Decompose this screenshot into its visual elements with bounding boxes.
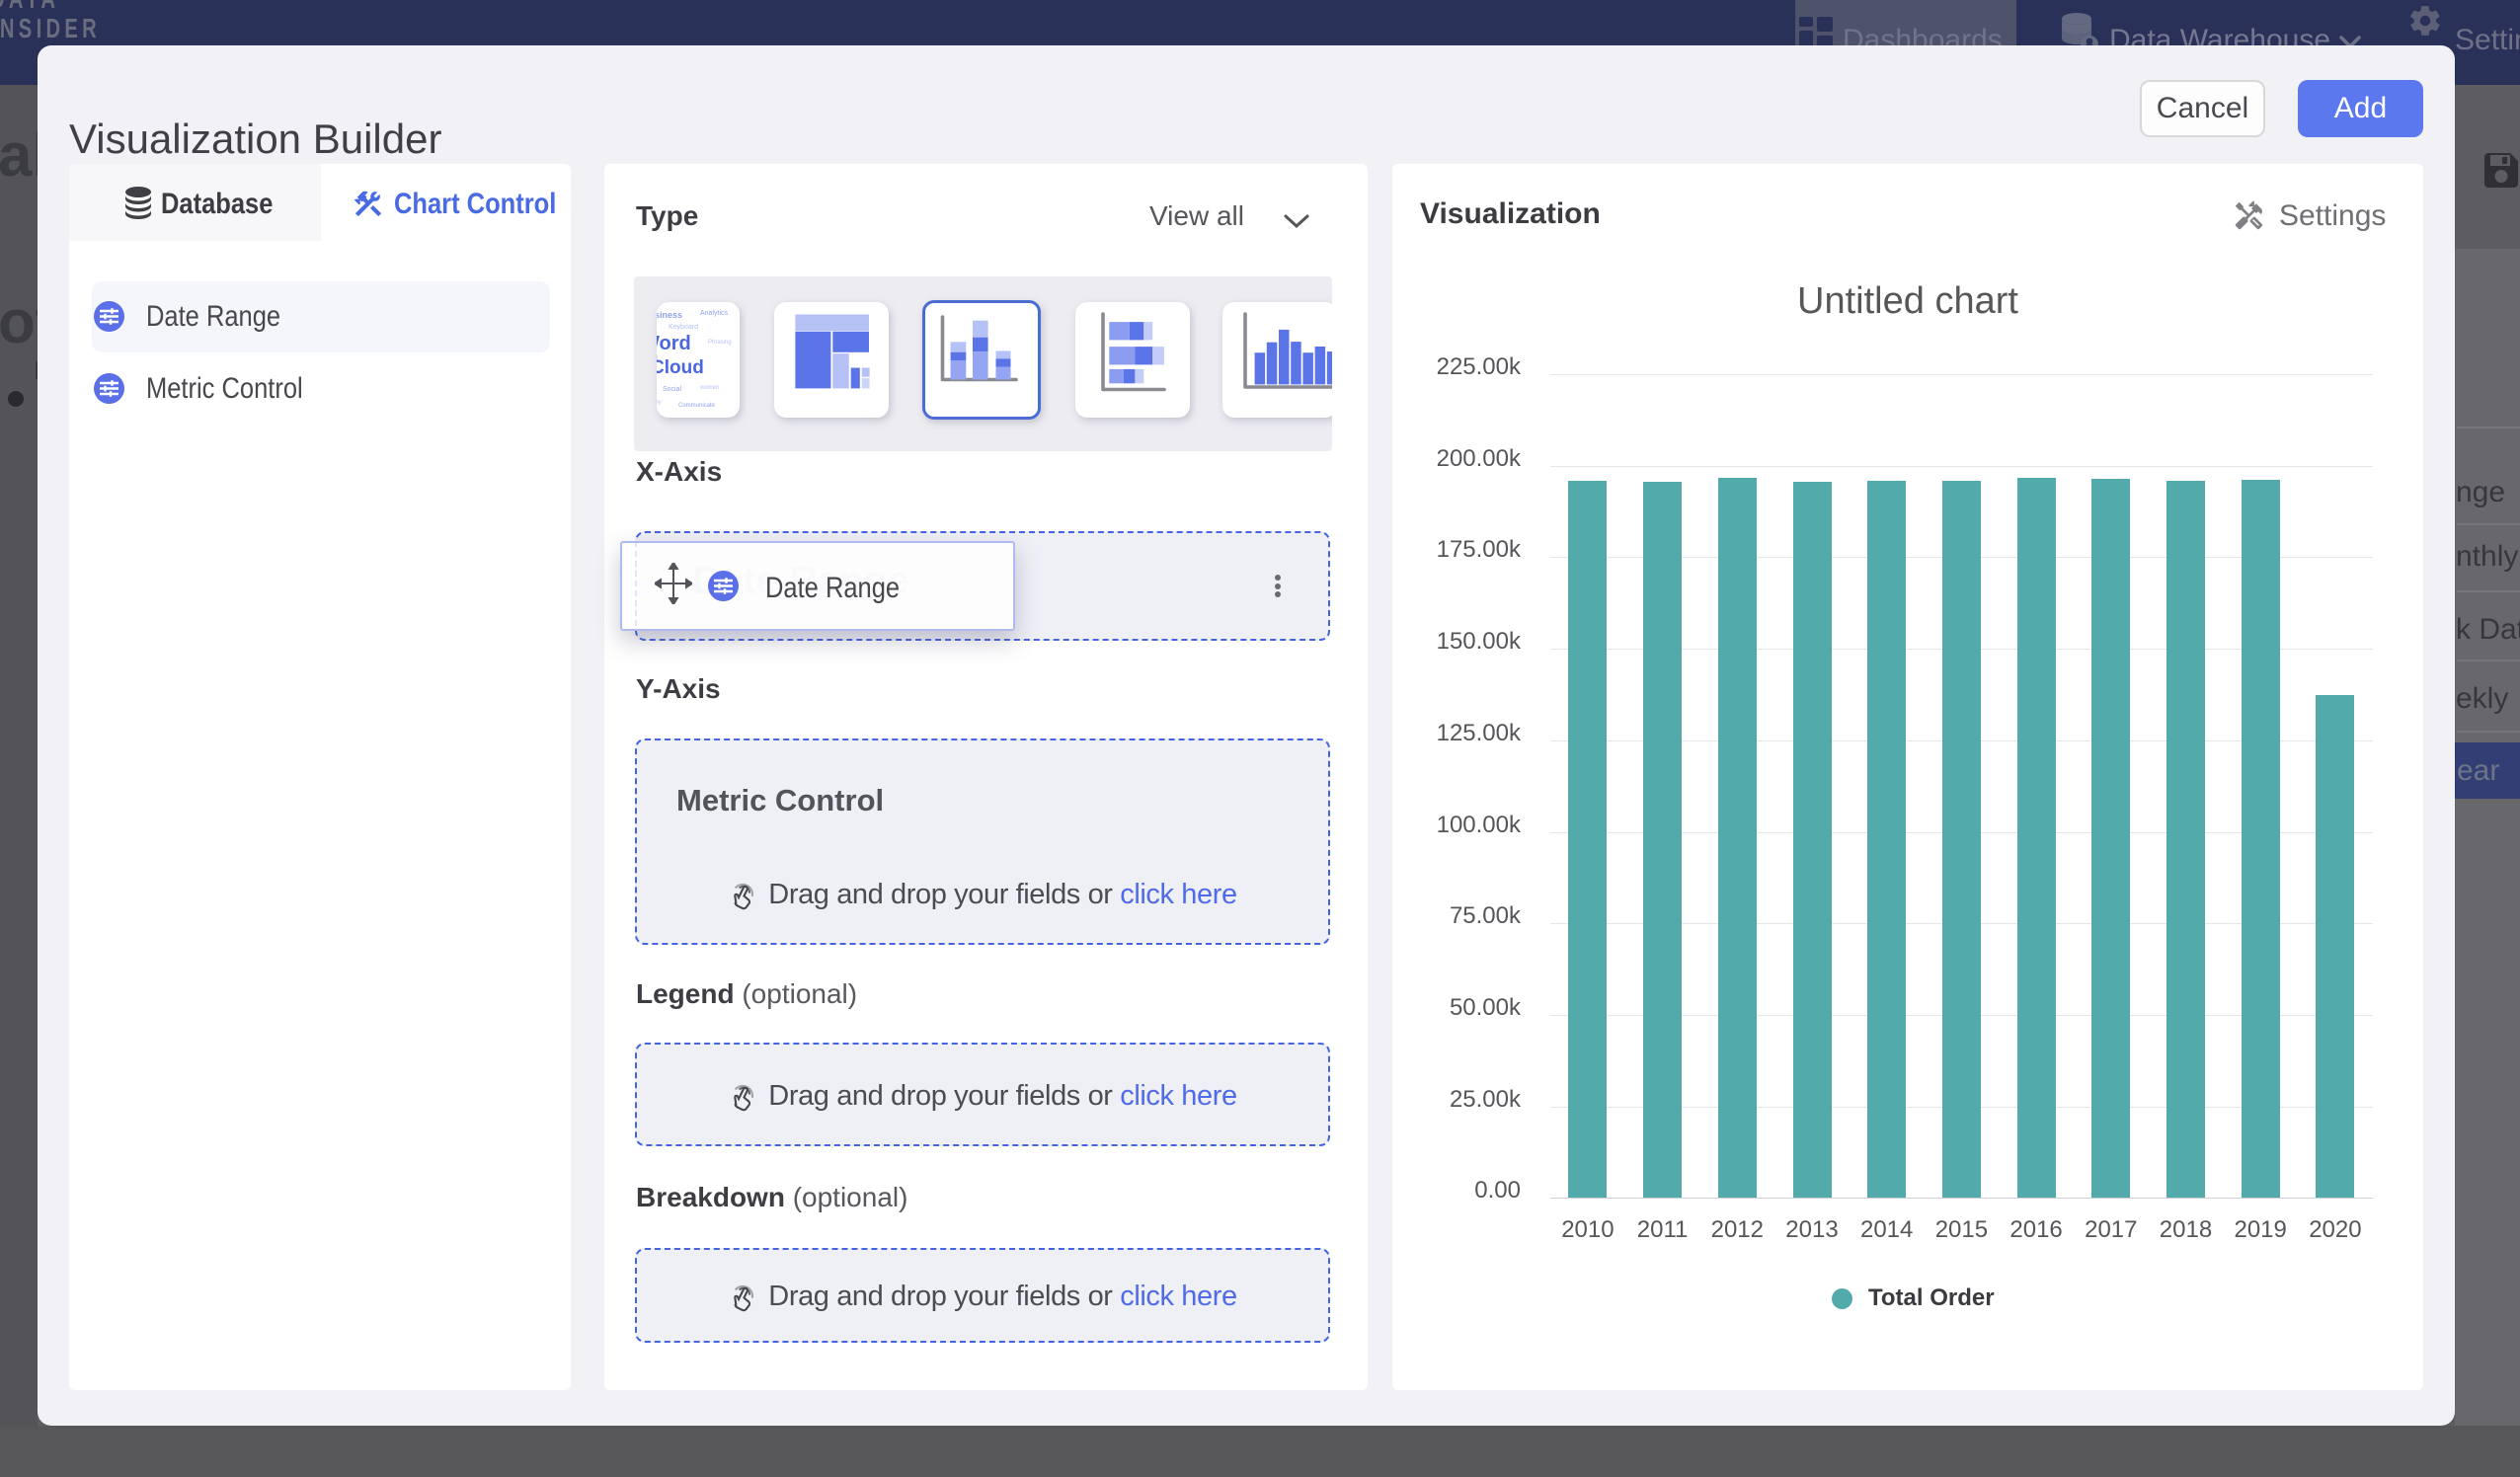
svg-text:women: women [699,385,719,391]
svg-text:Business: Business [657,310,682,320]
svg-text:Communicate: Communicate [678,403,716,409]
svg-text:Word: Word [657,333,691,354]
svg-text:many: many [657,400,662,406]
svg-text:Cloud: Cloud [657,357,704,378]
svg-text:Phrasing: Phrasing [708,340,732,346]
svg-text:Social: Social [663,386,682,393]
svg-text:Analytics: Analytics [700,310,729,317]
svg-text:Keyboard: Keyboard [669,324,698,331]
svg-text:social: social [657,355,658,361]
